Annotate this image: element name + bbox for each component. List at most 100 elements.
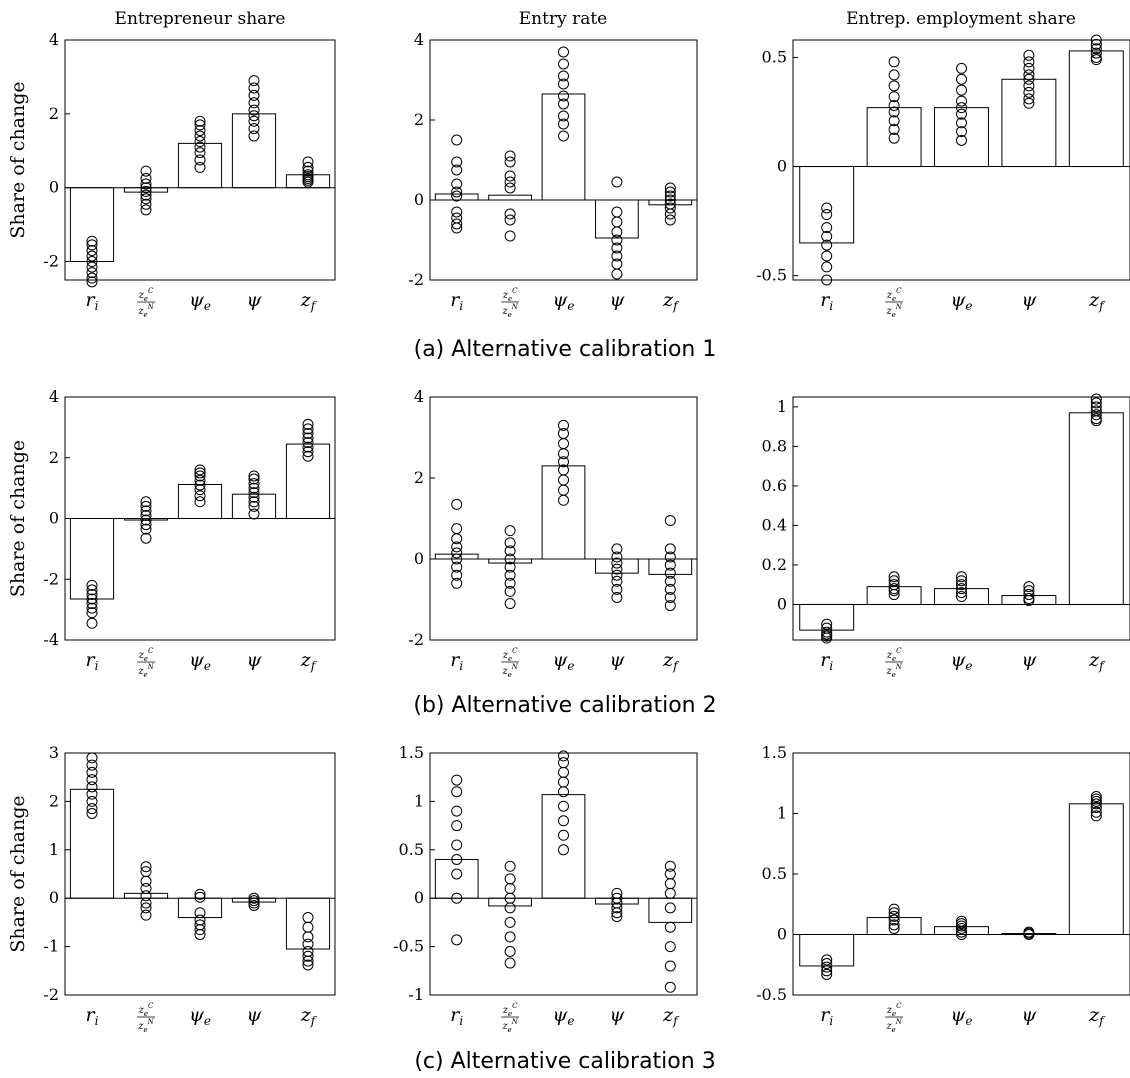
y-tick-label: 2 (49, 448, 59, 467)
category-subscript: e (204, 659, 211, 673)
category-base: ψ (552, 649, 568, 671)
scatter-point (888, 910, 900, 922)
scatter-point (888, 99, 900, 111)
scatter-point (821, 209, 833, 221)
scatter-point (451, 553, 463, 565)
scatter-point (611, 234, 623, 246)
scatter-point (956, 84, 967, 96)
scatter-point (664, 868, 676, 880)
scatter-point (451, 892, 463, 904)
scatter-point (248, 130, 260, 142)
fraction-denominator: zeN (137, 303, 154, 319)
scatter-point (504, 873, 516, 885)
scatter-point (888, 919, 900, 931)
category-base: ψ (1021, 289, 1037, 311)
scatter-point (1023, 62, 1035, 74)
fraction-numerator: zeC (138, 647, 154, 663)
scatter-point (302, 446, 314, 458)
y-tick-label: 1.5 (762, 743, 787, 762)
scatter-point (248, 892, 260, 904)
scatter-point (302, 156, 314, 168)
category-base: z (1088, 1004, 1100, 1026)
bar-2 (934, 588, 989, 605)
y-tick-label: 0 (777, 594, 787, 613)
category-base: z (300, 1004, 312, 1026)
bar-1 (488, 194, 532, 201)
scatter-point (451, 498, 463, 510)
scatter-point (451, 547, 463, 559)
category-base: r (820, 1004, 831, 1026)
scatter-point (140, 909, 152, 921)
scatter-point (558, 130, 569, 142)
scatter-point (451, 541, 463, 553)
fraction-denominator: zeN (501, 1018, 518, 1034)
scatter-point (504, 598, 516, 610)
scatter-point (1023, 929, 1035, 940)
scatter-point (451, 186, 463, 198)
category-base: ψ (1021, 649, 1037, 671)
scatter-point (194, 124, 206, 136)
scatter-point (302, 955, 314, 967)
scatter-point (302, 423, 314, 435)
scatter-point (86, 607, 98, 619)
category-base: r (86, 649, 97, 671)
scatter-point (821, 274, 833, 286)
category-subscript: i (459, 1014, 463, 1028)
scatter-point (194, 924, 206, 936)
scatter-point (86, 250, 98, 262)
category-label-3: ψ (1021, 649, 1037, 671)
scatter-point (86, 276, 98, 288)
scatter-point (140, 500, 152, 512)
y-tick-label: 4 (414, 30, 424, 49)
y-tick-label: 4 (49, 30, 59, 49)
category-label-0: ri (820, 289, 833, 313)
y-tick-label: -0.5 (756, 266, 787, 285)
scatter-point (956, 922, 967, 934)
scatter-point (956, 579, 967, 591)
scatter-point (504, 931, 516, 943)
scatter-point (194, 888, 206, 900)
y-tick-label: 2 (414, 468, 424, 487)
scatter-point (1090, 34, 1102, 46)
column-title-3: Entrep. employment share (846, 9, 1076, 29)
bar-0 (799, 934, 855, 967)
category-label-0: ri (86, 289, 99, 313)
scatter-point (558, 494, 569, 506)
scatter-point (888, 106, 900, 118)
category-subscript: e (965, 299, 972, 313)
scatter-point (248, 473, 260, 485)
scatter-point (140, 890, 152, 902)
caption-c: (c) Alternative calibration 3 (414, 1049, 715, 1074)
scatter-point (558, 110, 569, 122)
scatter-point (956, 929, 967, 940)
scatter-point (956, 575, 967, 587)
scatter-point (504, 545, 516, 557)
fraction-numerator: zeC (886, 647, 902, 663)
scatter-point (451, 533, 463, 545)
scatter-point (558, 757, 569, 769)
scatter-point (451, 218, 463, 230)
scatter-point (86, 584, 98, 596)
fraction-numerator: zeC (138, 287, 154, 303)
category-subscript: e (204, 1014, 211, 1028)
scatter-point (248, 897, 260, 909)
scatter-point (956, 591, 967, 603)
scatter-point (194, 161, 206, 173)
scatter-point (821, 222, 833, 234)
scatter-point (664, 860, 676, 872)
scatter-point (86, 781, 98, 793)
bar-0 (799, 603, 855, 631)
category-label-2: ψe (189, 1004, 211, 1028)
scatter-point (504, 957, 516, 969)
scatter-point (611, 557, 623, 569)
category-label-4: zf (1088, 289, 1106, 313)
scatter-point (821, 261, 833, 273)
category-base: ψ (189, 1004, 205, 1026)
caption-a: (a) Alternative calibration 1 (414, 337, 717, 362)
scatter-point (888, 903, 900, 915)
